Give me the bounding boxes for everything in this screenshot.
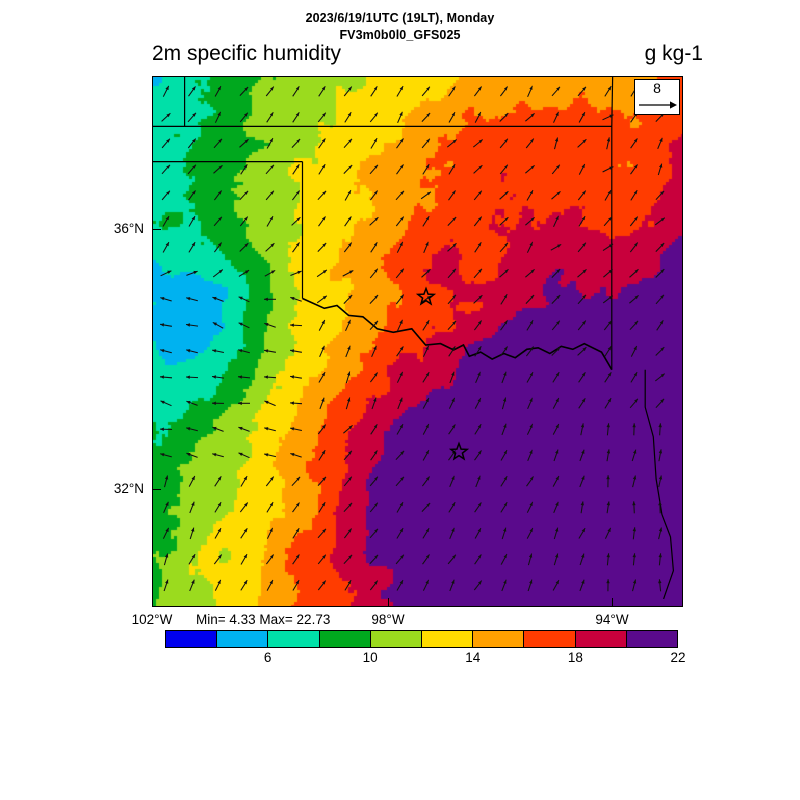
colorbar-segment[interactable]: [166, 631, 218, 647]
y-axis-tick-mark: [152, 489, 161, 491]
colorbar-segment[interactable]: [319, 631, 371, 647]
units-label: g kg-1: [644, 42, 703, 65]
colorbar-segment[interactable]: [524, 631, 576, 647]
x-axis-tick-label: 98°W: [371, 612, 405, 627]
colorbar-tick-label: 10: [362, 650, 378, 665]
colorbar-segment[interactable]: [268, 631, 320, 647]
colorbar-tick-label: 14: [465, 650, 481, 665]
colorbar-tick-label: 6: [263, 650, 272, 665]
x-axis-tick-label: 102°W: [131, 612, 173, 627]
y-axis-tick-mark: [152, 229, 161, 231]
minmax-stats: Min= 4.33 Max= 22.73: [196, 612, 331, 627]
wind-reference-value: 8: [653, 80, 661, 96]
x-axis-tick-mark: [612, 598, 614, 607]
map-plot-area[interactable]: 8: [152, 76, 683, 607]
colorbar-tick-labels: 6 10 14 18 22: [165, 650, 686, 668]
colorbar-segment[interactable]: [626, 631, 678, 647]
humidity-field: [153, 77, 682, 606]
colorbar-segment[interactable]: [217, 631, 269, 647]
colorbar-tick-label: 22: [670, 650, 686, 665]
colorbar-segment[interactable]: [422, 631, 474, 647]
timestamp-title: 2023/6/19/1UTC (19LT), Monday: [305, 11, 495, 25]
wind-reference-legend: 8: [634, 79, 680, 115]
colorbar-segment[interactable]: [473, 631, 525, 647]
page-title: 2m specific humidity: [152, 42, 342, 65]
x-axis-tick-label: 94°W: [595, 612, 629, 627]
colorbar-segment[interactable]: [575, 631, 627, 647]
arrow-right-icon: [639, 101, 677, 109]
x-axis-tick-mark: [388, 598, 390, 607]
x-axis-tick-mark: [152, 598, 154, 607]
y-axis-tick-label: 32°N: [113, 481, 144, 496]
colorbar-segment[interactable]: [370, 631, 423, 647]
colorbar[interactable]: [165, 630, 678, 648]
colorbar-tick-label: 18: [567, 650, 583, 665]
model-title: FV3m0b0l0_GFS025: [339, 28, 461, 42]
y-axis-tick-label: 36°N: [113, 221, 144, 236]
